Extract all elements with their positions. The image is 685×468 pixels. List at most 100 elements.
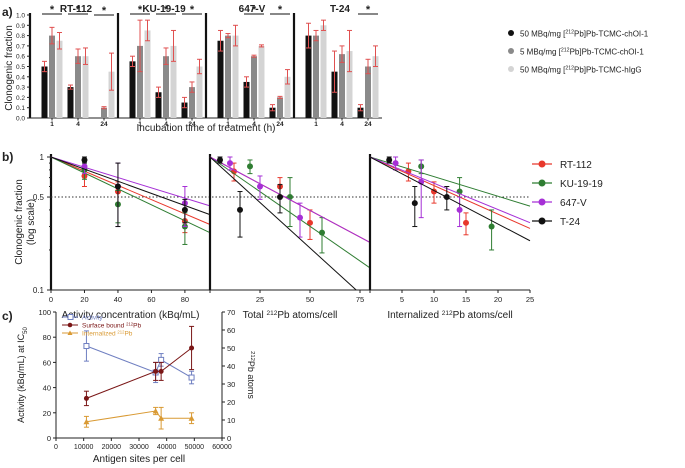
panel-a-legend-marker xyxy=(508,30,514,36)
panel-a-bar xyxy=(82,56,89,118)
panel-b-data-point xyxy=(443,194,450,201)
panel-a-significance-star: * xyxy=(50,4,55,16)
panel-a-x-label: Incubation time of treatment (h) xyxy=(137,123,276,134)
panel-c-legend-label: Surface bound 212Pb xyxy=(82,321,141,330)
panel-a-y-tick-label: 0.9 xyxy=(16,23,25,30)
panel-b-data-point xyxy=(181,206,188,213)
panel-a-bar xyxy=(137,45,143,118)
panel-a-significance-star: * xyxy=(138,4,143,16)
panel-a-bar xyxy=(108,71,115,118)
panel-c-y-tick-label: 60 xyxy=(43,358,51,367)
panel-c-x-tick-label: 60000 xyxy=(212,444,232,451)
panel-a-bar xyxy=(189,87,195,118)
panel-b-x-tick-label: 25 xyxy=(256,295,264,304)
panel-b-label: b) xyxy=(2,150,13,164)
panel-b-data-point xyxy=(277,194,283,201)
panel-b-x-tick-label: 80 xyxy=(181,295,189,304)
panel-a-y-tick-label: 0.3 xyxy=(16,85,25,92)
panel-c-data-point xyxy=(158,356,165,363)
panel-b-y-tick-label: 0.5 xyxy=(33,193,45,202)
panel-c-y-tick-label: 0 xyxy=(47,434,51,443)
panel-c-y-tick-label: 100 xyxy=(38,308,51,317)
panel-a-bar xyxy=(101,107,107,118)
panel-c-data-point xyxy=(153,368,159,374)
panel-a-y-label: Clonogenic fraction xyxy=(4,25,15,111)
panel-b-fit-line xyxy=(209,156,371,243)
panel-c-x-label: Antigen sites per cell xyxy=(93,454,185,465)
panel-c-data-point xyxy=(158,415,165,421)
panel-c-legend-label: Activity xyxy=(82,315,103,322)
panel-a-bar xyxy=(67,87,74,118)
panel-b-data-point xyxy=(227,160,233,167)
panel-c-y2-tick-label: 0 xyxy=(227,434,231,443)
panel-b-data-point xyxy=(488,223,495,230)
panel-b-y-tick-label: 0.1 xyxy=(33,286,45,295)
panel-a-bar xyxy=(365,66,371,118)
panel-a-y-tick-label: 0.0 xyxy=(16,116,25,123)
panel-a-bar xyxy=(284,76,291,118)
panel-a-bar xyxy=(181,102,188,118)
panel-b-legend-label: RT-112 xyxy=(560,160,592,171)
panel-a-bar xyxy=(277,97,283,118)
panel-c-y-label: Activity (kBq/mL) at IC50 xyxy=(16,326,29,422)
panel-a-bar xyxy=(129,61,136,118)
panel-b-legend-label: KU-19-19 xyxy=(560,179,603,190)
panel-a-category-label: 24 xyxy=(100,121,108,128)
panel-c-data-point xyxy=(188,374,195,381)
panel-a-bar xyxy=(346,51,353,118)
panel-a-legend-label: 50 MBq/mg [212Pb]Pb-TCMC-hIgG xyxy=(520,66,642,75)
panel-b-data-point xyxy=(297,214,303,221)
panel-a-bar xyxy=(269,107,276,118)
panel-a-bar xyxy=(331,71,338,118)
panel-b-y-tick-label: 1 xyxy=(40,153,45,162)
panel-b-legend-label: 647-V xyxy=(560,198,587,209)
panel-c-y-tick-label: 40 xyxy=(43,384,51,393)
panel-b-x-tick-label: 75 xyxy=(356,295,364,304)
panel-a-legend-label: 50 MBq/mg [212Pb]Pb-TCMC-chOI-1 xyxy=(520,30,649,39)
panel-b-x-label: Total 212Pb atoms/cell xyxy=(243,310,338,322)
panel-a-category-label: 24 xyxy=(364,121,372,128)
panel-a-bar xyxy=(320,25,327,118)
panel-c-data-point xyxy=(158,368,164,374)
panel-b-fit-line xyxy=(369,156,531,242)
panel-b-x-tick-label: 25 xyxy=(526,295,534,304)
panel-a-bar xyxy=(251,56,257,118)
panel-a-bar xyxy=(339,54,345,118)
panel-a-bar xyxy=(243,81,250,118)
panel-a-bar xyxy=(313,35,319,118)
panel-a-legend-marker xyxy=(508,48,514,54)
panel-c-data-point xyxy=(152,408,159,414)
panel-c-data-point xyxy=(189,345,195,351)
panel-b-x-tick-label: 10 xyxy=(430,295,438,304)
panel-a-y-tick-label: 0.1 xyxy=(16,105,25,112)
panel-b-x-label: Internalized 212Pb atoms/cell xyxy=(387,310,512,322)
panel-a-legend-label: 5 MBq/mg [212Pb]Pb-TCMC-chOI-1 xyxy=(520,48,644,57)
panel-a-bar xyxy=(49,35,55,118)
panel-b-data-point xyxy=(319,229,325,236)
panel-a-significance-star: * xyxy=(366,4,371,16)
panel-a-category-label: 1 xyxy=(226,121,230,128)
panel-b-x-tick-label: 50 xyxy=(306,295,314,304)
panel-b-y-label: Clonogenic fraction xyxy=(14,179,25,265)
panel-b-legend-marker xyxy=(538,179,546,187)
panel-c-series-line xyxy=(86,410,192,423)
panel-a-significance-star: * xyxy=(164,4,169,16)
panel-b-x-tick-label: 0 xyxy=(49,295,53,304)
panel-b-data-point xyxy=(237,206,243,213)
panel-a-category-label: 4 xyxy=(340,121,344,128)
panel-a-subplot-title: KU-19-19 xyxy=(142,4,186,15)
panel-c-data-point xyxy=(188,415,195,421)
panel-c-x-tick-label: 40000 xyxy=(157,444,177,451)
panel-b-legend-label: T-24 xyxy=(560,217,580,228)
panel-b-x-tick-label: 15 xyxy=(462,295,470,304)
panel-c-data-point xyxy=(83,418,90,425)
panel-a-category-label: 1 xyxy=(138,121,142,128)
panel-a-significance-star: * xyxy=(278,4,283,16)
panel-b-data-point xyxy=(217,156,223,163)
panel-c-x-tick-label: 50000 xyxy=(185,444,205,451)
panel-b-data-point xyxy=(463,219,469,226)
panel-c-x-tick-label: 0 xyxy=(54,444,58,451)
panel-a-bar xyxy=(41,66,48,118)
panel-a-significance-star: * xyxy=(76,4,81,16)
